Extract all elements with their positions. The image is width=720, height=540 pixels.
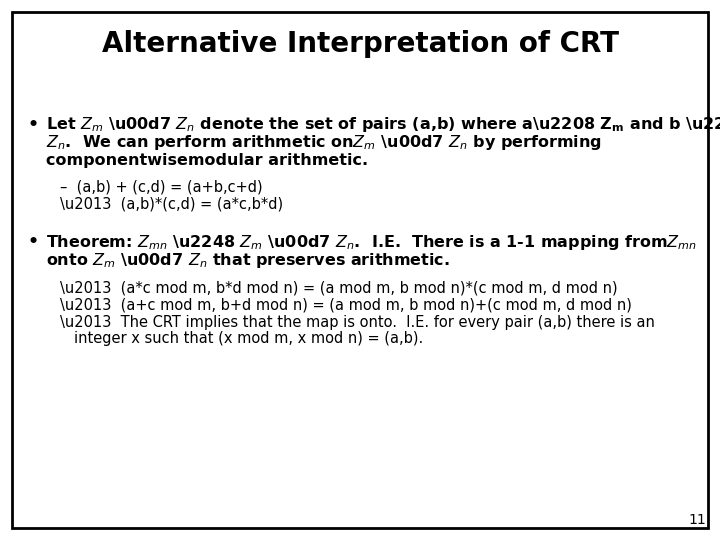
Text: –  (a,b) + (c,d) = (a+b,c+d): – (a,b) + (c,d) = (a+b,c+d) xyxy=(60,179,263,194)
Text: Let $Z_m$ \u00d7 $Z_n$ denote the set of pairs (a,b) where a\u2208 $\mathbf{Z_m}: Let $Z_m$ \u00d7 $Z_n$ denote the set of… xyxy=(46,116,720,134)
FancyBboxPatch shape xyxy=(12,12,708,528)
Text: componentwisemodular arithmetic.: componentwisemodular arithmetic. xyxy=(46,153,368,168)
Text: \u2013  (a+c mod m, b+d mod n) = (a mod m, b mod n)+(c mod m, d mod n): \u2013 (a+c mod m, b+d mod n) = (a mod m… xyxy=(60,298,632,313)
Text: 11: 11 xyxy=(688,513,706,527)
Text: •: • xyxy=(28,116,39,134)
Text: \u2013  (a*c mod m, b*d mod n) = (a mod m, b mod n)*(c mod m, d mod n): \u2013 (a*c mod m, b*d mod n) = (a mod m… xyxy=(60,280,618,295)
Text: integer x such that (x mod m, x mod n) = (a,b).: integer x such that (x mod m, x mod n) =… xyxy=(74,330,423,346)
Text: Theorem: $Z_{mn}$ \u2248 $Z_m$ \u00d7 $Z_n$.  I.E.  There is a 1-1 mapping from$: Theorem: $Z_{mn}$ \u2248 $Z_m$ \u00d7 $Z… xyxy=(46,233,697,252)
Text: onto $Z_m$ \u00d7 $Z_n$ that preserves arithmetic.: onto $Z_m$ \u00d7 $Z_n$ that preserves a… xyxy=(46,251,450,269)
Text: \u2013  The CRT implies that the map is onto.  I.E. for every pair (a,b) there i: \u2013 The CRT implies that the map is o… xyxy=(60,314,655,329)
Text: $Z_n$.  We can perform arithmetic on$Z_m$ \u00d7 $Z_n$ by performing: $Z_n$. We can perform arithmetic on$Z_m$… xyxy=(46,133,602,152)
Text: •: • xyxy=(28,233,39,251)
Text: \u2013  (a,b)*(c,d) = (a*c,b*d): \u2013 (a,b)*(c,d) = (a*c,b*d) xyxy=(60,197,283,212)
Text: Alternative Interpretation of CRT: Alternative Interpretation of CRT xyxy=(102,30,618,58)
